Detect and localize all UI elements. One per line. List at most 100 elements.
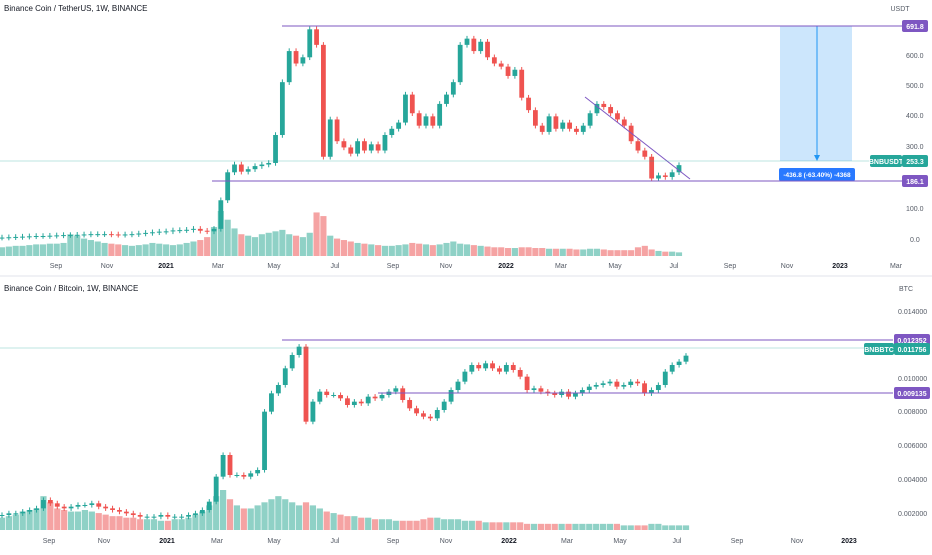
volume-bar	[385, 519, 393, 530]
volume-bar	[627, 525, 634, 530]
volume-bar	[261, 502, 268, 530]
volume-bar	[416, 243, 423, 256]
y-tick-label: 400.0	[906, 113, 924, 120]
volume-bar	[544, 523, 551, 530]
y-tick-label: 0.014000	[898, 309, 927, 316]
volume-bar	[620, 525, 627, 530]
resistance-price-tag	[902, 20, 928, 32]
candle	[351, 401, 357, 405]
volume-bar	[523, 523, 531, 530]
x-tick-label: Nov	[791, 538, 804, 545]
volume-bar	[54, 508, 61, 530]
volume-bar	[648, 523, 655, 530]
candle	[669, 172, 675, 177]
candle	[393, 388, 399, 392]
volume-bar	[427, 517, 434, 530]
volume-bar	[279, 229, 286, 256]
candle	[416, 113, 422, 126]
candle	[13, 236, 19, 238]
candle	[580, 125, 586, 132]
candle	[130, 513, 136, 515]
candle	[655, 385, 661, 390]
volume-bar	[648, 249, 655, 256]
x-tick-label: May	[267, 263, 281, 270]
volume-bar	[334, 238, 341, 256]
candle	[54, 235, 60, 237]
volume-bar	[669, 251, 676, 256]
candle	[531, 388, 537, 390]
volume-bar	[545, 248, 553, 256]
volume-bar	[399, 520, 406, 530]
volume-bar	[518, 247, 525, 256]
y-tick-label: 0.008000	[898, 409, 927, 416]
volume-bar	[573, 249, 580, 256]
volume-bar	[46, 243, 53, 256]
volume-bar	[340, 240, 347, 256]
candle	[279, 82, 285, 135]
candle	[621, 119, 627, 126]
volume-bar	[268, 499, 275, 530]
volume-bar	[607, 250, 614, 256]
support-price-label: 0.009135	[897, 391, 926, 398]
volume-bar	[323, 511, 330, 530]
candle	[669, 365, 675, 372]
candle	[421, 413, 426, 417]
volume-bar	[422, 244, 430, 256]
candle	[27, 510, 33, 512]
volume-bar	[504, 248, 512, 256]
candle	[310, 401, 316, 422]
volume-bar	[26, 245, 33, 256]
volume-bar	[265, 232, 272, 256]
candle	[259, 164, 265, 167]
volume-bar	[19, 511, 26, 530]
volume-bar	[655, 523, 662, 530]
volume-bar	[210, 226, 218, 256]
volume-bar	[641, 525, 648, 530]
y-tick-label: 100.0	[906, 206, 924, 213]
volume-bar	[116, 516, 123, 530]
candle	[275, 385, 281, 394]
trend-line[interactable]	[584, 96, 691, 180]
x-tick-label: Nov	[101, 263, 114, 270]
volume-bar	[443, 242, 450, 256]
volume-bar	[351, 516, 358, 530]
volume-bar	[190, 241, 197, 256]
candle	[407, 400, 413, 409]
candle	[345, 398, 350, 405]
candle	[191, 228, 196, 230]
candle	[74, 234, 80, 236]
candle	[96, 503, 102, 507]
candle	[122, 234, 128, 236]
candle	[586, 386, 592, 390]
x-tick-label: Mar	[211, 538, 224, 545]
x-tick-label: 2023	[841, 538, 857, 545]
candle	[307, 29, 313, 58]
volume-bar	[337, 514, 344, 530]
volume-bar	[5, 516, 13, 530]
volume-bar	[109, 516, 116, 530]
candle	[234, 475, 240, 476]
candle	[61, 506, 67, 509]
volume-bar	[26, 510, 33, 530]
candle	[33, 236, 39, 238]
candle	[676, 361, 682, 365]
measure-tool[interactable]: -436.8 (-63.40%) -4368	[779, 26, 855, 181]
x-tick-label: Mar	[212, 263, 225, 270]
x-tick-label: Mar	[555, 263, 568, 270]
x-tick-label: Sep	[43, 538, 56, 545]
volume-bar	[510, 522, 517, 530]
volume-bar	[388, 245, 395, 256]
candle	[656, 175, 661, 179]
volume-bar	[217, 211, 224, 256]
volume-bar	[375, 245, 382, 256]
candle	[676, 165, 682, 173]
candle	[220, 455, 226, 477]
last-price-label: 0.011756	[898, 347, 927, 354]
support-price-tag	[894, 387, 930, 399]
x-axis: Sep Nov 2021 Mar May Jul Sep Nov 2022 Ma…	[43, 538, 857, 545]
volume-bar	[600, 249, 607, 256]
candle	[252, 166, 258, 170]
measure-box[interactable]	[780, 26, 852, 161]
candle	[67, 235, 73, 237]
volume-bar	[559, 248, 566, 256]
